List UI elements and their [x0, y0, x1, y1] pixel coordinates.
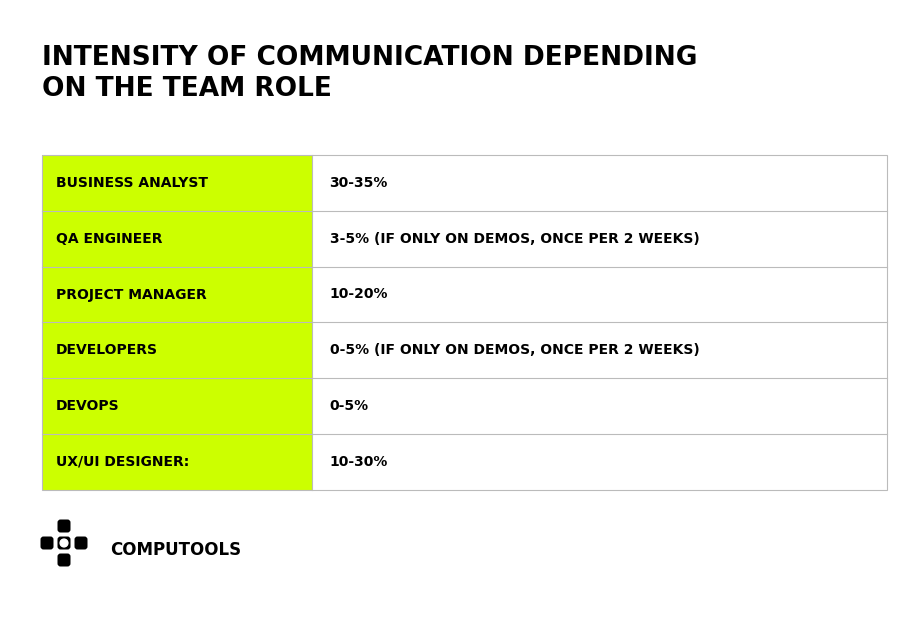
Bar — [312, 155, 886, 211]
Text: 10-20%: 10-20% — [329, 287, 388, 302]
Text: INTENSITY OF COMMUNICATION DEPENDING
ON THE TEAM ROLE: INTENSITY OF COMMUNICATION DEPENDING ON … — [42, 45, 697, 102]
Text: 10-30%: 10-30% — [329, 455, 388, 469]
Text: 30-35%: 30-35% — [329, 176, 388, 190]
Bar — [312, 211, 886, 266]
Bar — [42, 211, 312, 266]
Text: UX/UI DESIGNER:: UX/UI DESIGNER: — [56, 455, 189, 469]
Text: 0-5% (IF ONLY ON DEMOS, ONCE PER 2 WEEKS): 0-5% (IF ONLY ON DEMOS, ONCE PER 2 WEEKS… — [329, 343, 698, 357]
Bar — [312, 266, 886, 323]
FancyBboxPatch shape — [57, 520, 71, 532]
FancyBboxPatch shape — [40, 537, 53, 549]
Bar — [42, 378, 312, 434]
FancyBboxPatch shape — [57, 537, 71, 549]
Bar — [312, 323, 886, 378]
Text: DEVOPS: DEVOPS — [56, 399, 119, 413]
Text: 3-5% (IF ONLY ON DEMOS, ONCE PER 2 WEEKS): 3-5% (IF ONLY ON DEMOS, ONCE PER 2 WEEKS… — [329, 232, 698, 246]
Text: 0-5%: 0-5% — [329, 399, 369, 413]
Bar — [312, 378, 886, 434]
Text: COMPUTOOLS: COMPUTOOLS — [110, 541, 241, 559]
Bar — [42, 266, 312, 323]
Bar — [42, 155, 886, 490]
FancyBboxPatch shape — [74, 537, 87, 549]
Bar — [312, 434, 886, 490]
Circle shape — [60, 539, 68, 547]
Bar — [42, 155, 312, 211]
Text: BUSINESS ANALYST: BUSINESS ANALYST — [56, 176, 208, 190]
FancyBboxPatch shape — [57, 554, 71, 566]
Bar — [42, 434, 312, 490]
Text: PROJECT MANAGER: PROJECT MANAGER — [56, 287, 207, 302]
Text: DEVELOPERS: DEVELOPERS — [56, 343, 158, 357]
Text: QA ENGINEER: QA ENGINEER — [56, 232, 163, 246]
Bar — [42, 323, 312, 378]
